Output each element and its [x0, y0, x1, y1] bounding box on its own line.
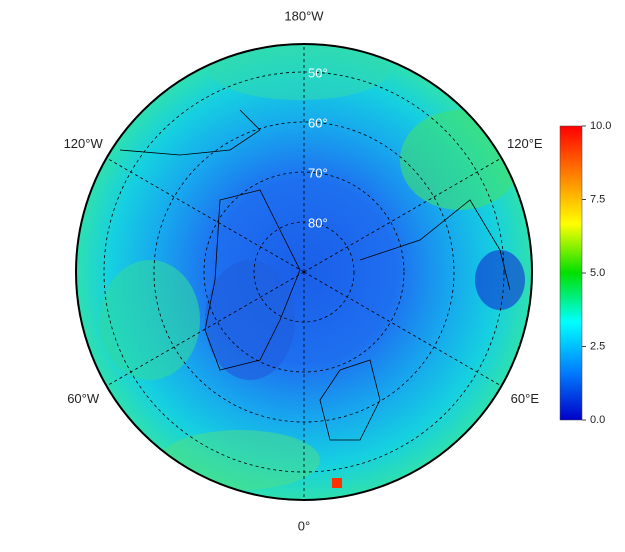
graticule — [103, 44, 505, 500]
meridian-line — [106, 157, 305, 273]
latitude-label: 60° — [308, 115, 328, 130]
coastline — [359, 199, 511, 291]
longitude-label: 120°E — [507, 136, 543, 151]
latitude-line — [203, 171, 405, 373]
colorbar — [559, 125, 583, 421]
longitude-label: 60°E — [511, 391, 540, 406]
colorbar-tick-label: 5.0 — [590, 267, 605, 279]
longitude-label: 180°W — [284, 8, 324, 23]
meridian-line — [303, 157, 502, 273]
colorbar-tick-label: 10.0 — [590, 120, 611, 132]
longitude-label: 60°W — [67, 391, 100, 406]
coastline — [204, 189, 301, 371]
longitude-label: 0° — [298, 518, 310, 533]
colorbar-tick-label: 2.5 — [590, 340, 605, 352]
latitude-label: 80° — [308, 215, 328, 230]
latitude-label: 70° — [308, 165, 328, 180]
coastline — [119, 109, 261, 156]
coastline — [319, 359, 381, 441]
meridian-line — [106, 271, 305, 387]
labels: 50° 60° 70° 80° 180°W 120°W 120°E 60°W 60°E 0° — [64, 8, 543, 533]
meridian-line — [303, 271, 502, 387]
longitude-label: 120°W — [64, 136, 104, 151]
map-border — [75, 43, 533, 501]
colorbar-tick-label: 0.0 — [590, 414, 605, 426]
latitude-label: 50° — [308, 65, 328, 80]
colorbar-tick-label: 7.5 — [590, 193, 605, 205]
